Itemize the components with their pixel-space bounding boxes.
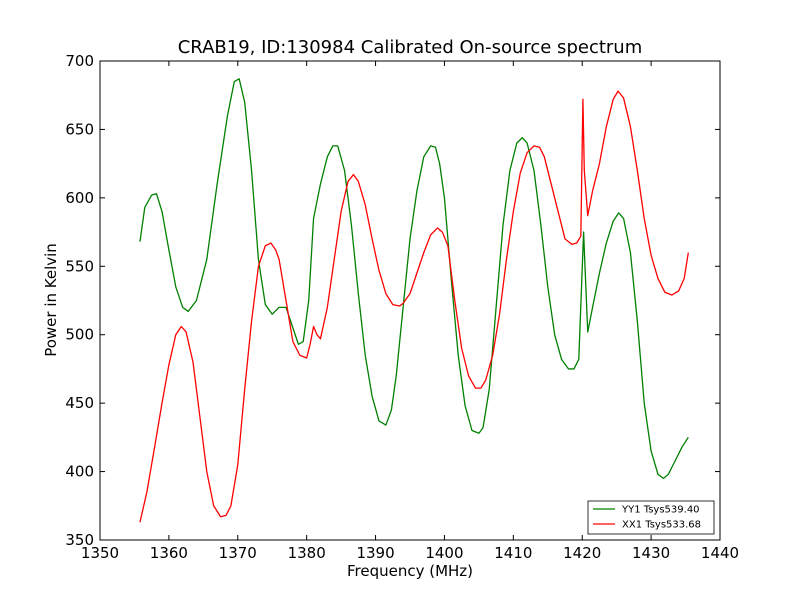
legend-label-xx1: XX1 Tsys533.68 (622, 520, 701, 531)
legend-box (587, 500, 715, 535)
chart-title: CRAB19, ID:130984 Calibrated On-source s… (178, 37, 643, 58)
x-tick-label: 1400 (425, 544, 463, 562)
plot-area (139, 78, 689, 523)
plot-frame (99, 60, 721, 541)
x-tick-label: 1350 (81, 544, 119, 562)
y-tick-label: 350 (65, 531, 94, 549)
x-tick-label: 1390 (356, 544, 394, 562)
x-tick-label: 1360 (150, 544, 188, 562)
y-tick-label: 450 (65, 394, 94, 412)
x-axis: 1350 1360 1370 1380 1390 1400 1410 1420 1430 1440 (81, 61, 739, 562)
x-tick-label: 1420 (563, 544, 601, 562)
y-tick-label: 400 (65, 463, 94, 481)
x-tick-label: 1410 (494, 544, 532, 562)
series-line-yy1 (139, 78, 689, 480)
y-tick-label: 650 (65, 120, 94, 138)
legend: YY1 Tsys539.40 XX1 Tsys533.68 (587, 500, 715, 535)
x-tick-label: 1430 (632, 544, 670, 562)
x-tick-label: 1370 (219, 544, 257, 562)
y-tick-label: 550 (65, 257, 94, 275)
x-tick-label: 1440 (701, 544, 739, 562)
series-line-xx1 (139, 90, 689, 523)
y-tick-label: 700 (65, 52, 94, 70)
y-tick-label: 600 (65, 189, 94, 207)
x-tick-label: 1380 (288, 544, 326, 562)
y-axis-title: Power in Kelvin (42, 243, 60, 357)
y-tick-label: 500 (65, 326, 94, 344)
legend-label-yy1: YY1 Tsys539.40 (621, 505, 700, 516)
x-axis-title: Frequency (MHz) (347, 562, 473, 580)
y-axis: 350 400 450 500 550 600 650 700 (65, 52, 720, 549)
